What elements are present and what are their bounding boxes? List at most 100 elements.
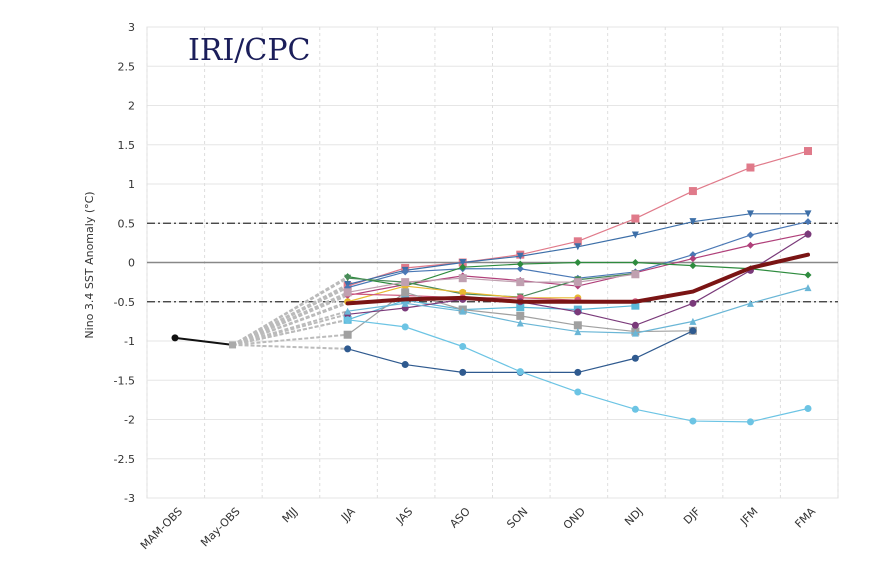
data-point: [516, 368, 524, 376]
data-point: [689, 417, 697, 425]
y-tick-label: 2.5: [118, 60, 136, 73]
y-tick-label: -0.5: [114, 296, 135, 309]
data-point: [631, 270, 640, 279]
data-point: [574, 259, 582, 266]
connector-line: [232, 318, 348, 346]
data-point: [574, 328, 582, 336]
connector-line: [232, 333, 348, 346]
data-point: [343, 330, 352, 339]
data-point: [688, 187, 697, 196]
data-point: [689, 218, 697, 226]
data-point: [631, 259, 639, 266]
data-point: [516, 265, 524, 273]
data-point: [401, 361, 409, 369]
model-series: [343, 147, 812, 426]
data-point: [689, 327, 697, 335]
series-line: [347, 330, 694, 373]
x-tick-label: JJA: [338, 505, 358, 525]
x-tick-label: OND: [561, 505, 588, 532]
data-point: [516, 311, 525, 320]
observed-series: [171, 334, 237, 349]
data-point: [804, 218, 812, 226]
data-point: [459, 288, 467, 296]
data-point: [573, 321, 582, 330]
data-point: [631, 405, 639, 413]
data-point: [631, 329, 639, 337]
observed-point: [171, 334, 179, 342]
series-line: [347, 299, 636, 321]
data-point: [516, 319, 524, 327]
data-point: [631, 321, 639, 329]
data-point: [689, 251, 697, 259]
data-point: [459, 263, 467, 271]
data-point: [804, 405, 812, 413]
data-point: [746, 418, 754, 426]
x-tick-label: DJF: [681, 505, 703, 527]
data-point: [746, 299, 754, 307]
x-tick-label: ASO: [447, 505, 473, 531]
y-tick-label: 0.5: [118, 217, 136, 230]
x-tick-label: SON: [504, 505, 530, 531]
data-point: [344, 316, 352, 324]
data-point: [344, 345, 352, 353]
ensemble-mean-line: [345, 252, 810, 306]
data-point: [804, 284, 812, 292]
data-point: [574, 308, 582, 316]
y-tick-label: -2.5: [114, 453, 135, 466]
data-point: [574, 368, 582, 376]
data-point: [804, 230, 812, 238]
data-point: [516, 252, 524, 260]
data-point: [689, 255, 697, 263]
data-point: [516, 278, 525, 287]
data-point: [516, 260, 524, 268]
x-tick-label: JFM: [737, 505, 760, 528]
data-point: [459, 342, 467, 350]
data-point: [458, 274, 467, 283]
y-tick-label: 1.5: [118, 139, 136, 152]
y-tick-label: -2: [124, 414, 135, 427]
x-tick-label: MJJ: [280, 505, 300, 525]
data-point: [573, 278, 582, 287]
series-model-9: [343, 270, 640, 297]
series-model-15: [344, 316, 812, 426]
observed-point: [229, 341, 237, 349]
data-point: [746, 231, 754, 239]
connector-line: [232, 277, 349, 346]
data-point: [689, 299, 697, 307]
y-tick-label: 3: [128, 21, 135, 34]
y-axis: 3 2.5 2 1.5 1 0.5 0 -0.5 -1 -1.5 -2 -2.5 -3: [114, 21, 135, 505]
x-tick-label: JAS: [393, 505, 415, 527]
data-point: [343, 288, 352, 297]
x-tick-label: MAM-OBS: [138, 505, 185, 552]
y-axis-title: Nino 3.4 SST Anomaly (°C): [83, 191, 96, 338]
x-tick-label: May-OBS: [198, 505, 242, 549]
data-point: [401, 288, 410, 297]
connector-line: [232, 343, 348, 350]
data-point: [689, 317, 697, 325]
data-point: [746, 241, 754, 249]
data-point: [401, 299, 409, 307]
series-model-2: [344, 210, 812, 288]
data-point: [459, 368, 467, 376]
data-point: [401, 323, 409, 331]
data-point: [804, 210, 812, 218]
data-point: [574, 243, 582, 251]
y-tick-label: 0: [128, 257, 135, 270]
data-point: [746, 163, 755, 172]
data-point: [401, 268, 409, 276]
series-model-13: [344, 284, 812, 337]
connector-line: [232, 302, 348, 346]
data-point: [631, 354, 639, 362]
observed-line: [174, 336, 233, 346]
data-point: [344, 307, 352, 315]
data-point: [746, 210, 754, 218]
data-point: [459, 259, 467, 266]
y-tick-label: -3: [124, 492, 135, 505]
series-line: [347, 273, 636, 293]
connector-line: [232, 310, 348, 346]
data-point: [804, 271, 812, 279]
y-tick-label: -1.5: [114, 374, 135, 387]
data-point: [344, 274, 352, 282]
watermark-label: IRI/CPC: [188, 33, 311, 68]
reference-lines: [147, 222, 838, 303]
